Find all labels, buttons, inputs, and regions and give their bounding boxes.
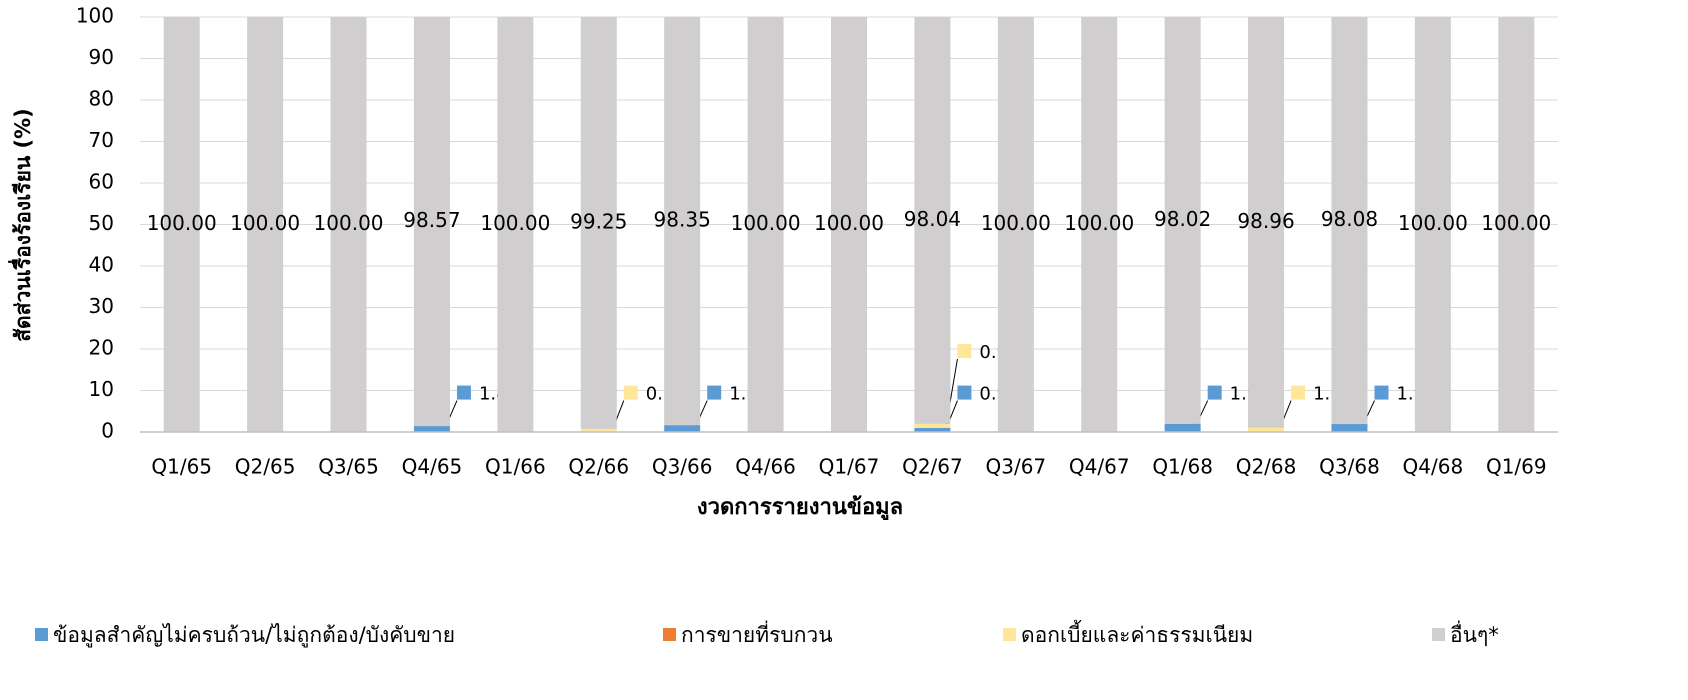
data-label: 100.00 <box>314 211 384 235</box>
x-tick-label: Q3/65 <box>318 455 379 479</box>
x-tick-label: Q4/65 <box>402 455 463 479</box>
data-label: 100.00 <box>731 211 801 235</box>
label-key <box>707 385 722 400</box>
data-label: 98.35 <box>654 208 711 232</box>
bar-segment <box>914 17 951 424</box>
x-tick-label: Q4/67 <box>1069 455 1130 479</box>
x-tick-label: Q3/68 <box>1319 455 1380 479</box>
data-label: 100.00 <box>480 211 550 235</box>
y-tick-label: 60 <box>89 170 114 194</box>
y-tick-label: 80 <box>89 87 114 111</box>
bar-segment <box>1248 17 1285 428</box>
data-label: 98.02 <box>1154 207 1211 231</box>
legend-key <box>663 628 676 641</box>
bar-segment <box>914 423 951 428</box>
bar-segment <box>247 17 284 432</box>
bar-segment <box>664 17 701 426</box>
bar-segment <box>497 17 534 432</box>
bar-segment <box>664 425 701 432</box>
bar-segment <box>1331 424 1368 432</box>
bar-segment <box>1164 17 1201 424</box>
bar-segment <box>997 17 1034 432</box>
bar-segment <box>1414 17 1451 432</box>
x-tick-label: Q1/66 <box>485 455 546 479</box>
y-tick-label: 0 <box>101 419 114 443</box>
legend-label: การขายที่รบกวน <box>681 620 833 647</box>
label-key <box>1291 385 1306 400</box>
label-key <box>456 385 471 400</box>
x-tick-label: Q4/68 <box>1403 455 1464 479</box>
data-label: 98.57 <box>403 208 460 232</box>
data-label: 98.04 <box>904 207 961 231</box>
x-tick-label: Q2/68 <box>1236 455 1297 479</box>
x-tick-label: Q3/66 <box>652 455 713 479</box>
legend-key <box>35 628 48 641</box>
y-tick-label: 100 <box>76 4 114 28</box>
y-tick-label: 40 <box>89 253 114 277</box>
bar-segment <box>914 427 951 432</box>
label-key <box>957 344 972 359</box>
label-key <box>1207 385 1222 400</box>
x-tick-label: Q2/66 <box>568 455 629 479</box>
legend-label: อื่นๆ* <box>1450 620 1499 647</box>
bar-segment <box>1498 17 1535 432</box>
bar-segment <box>580 17 617 429</box>
x-axis-title: งวดการรายงานข้อมูล <box>697 495 903 521</box>
x-tick-label: Q1/67 <box>819 455 880 479</box>
data-label: 100.00 <box>814 211 884 235</box>
bar-segment <box>1331 17 1368 425</box>
label-key <box>1374 385 1389 400</box>
data-label: 98.96 <box>1237 209 1294 233</box>
x-tick-label: Q2/67 <box>902 455 963 479</box>
bar-segment <box>413 426 450 432</box>
legend-key <box>1003 628 1016 641</box>
y-tick-label: 90 <box>89 45 114 69</box>
data-label: 100.00 <box>1064 211 1134 235</box>
data-label: 100.00 <box>1481 211 1551 235</box>
bar-segment <box>831 17 867 432</box>
bar-segment <box>1248 427 1285 432</box>
data-label: 99.25 <box>570 209 627 233</box>
bar-segment <box>1081 17 1118 432</box>
y-tick-label: 30 <box>89 294 114 318</box>
x-tick-label: Q1/68 <box>1152 455 1213 479</box>
bar-segment <box>580 428 617 432</box>
y-axis-title: สัดส่วนเรื่องร้องเรียน (%) <box>7 108 35 342</box>
y-tick-label: 50 <box>89 211 114 235</box>
label-key <box>957 385 972 400</box>
data-label: 100.00 <box>1398 211 1468 235</box>
legend-label: ดอกเบี้ยและค่าธรรมเนียม <box>1021 620 1253 647</box>
bar-segment <box>330 17 367 432</box>
x-tick-label: Q2/65 <box>235 455 296 479</box>
label-key <box>623 385 638 400</box>
data-label: 100.00 <box>981 211 1051 235</box>
x-tick-label: Q4/66 <box>735 455 796 479</box>
y-tick-label: 70 <box>89 128 114 152</box>
data-label: 100.00 <box>230 211 300 235</box>
y-tick-label: 20 <box>89 336 114 360</box>
legend-label: ข้อมูลสำคัญไม่ครบถ้วน/ไม่ถูกต้อง/บังคับข… <box>53 623 455 648</box>
bar-segment <box>163 17 200 432</box>
x-tick-label: Q1/69 <box>1486 455 1547 479</box>
legend-key <box>1432 628 1445 641</box>
x-tick-label: Q3/67 <box>985 455 1046 479</box>
bar-segment <box>413 17 450 427</box>
x-tick-label: Q1/65 <box>151 455 212 479</box>
bar-segment <box>1164 423 1201 432</box>
y-tick-label: 10 <box>89 377 114 401</box>
data-label: 100.00 <box>147 211 217 235</box>
data-label: 98.08 <box>1321 207 1378 231</box>
bar-segment <box>747 17 784 432</box>
